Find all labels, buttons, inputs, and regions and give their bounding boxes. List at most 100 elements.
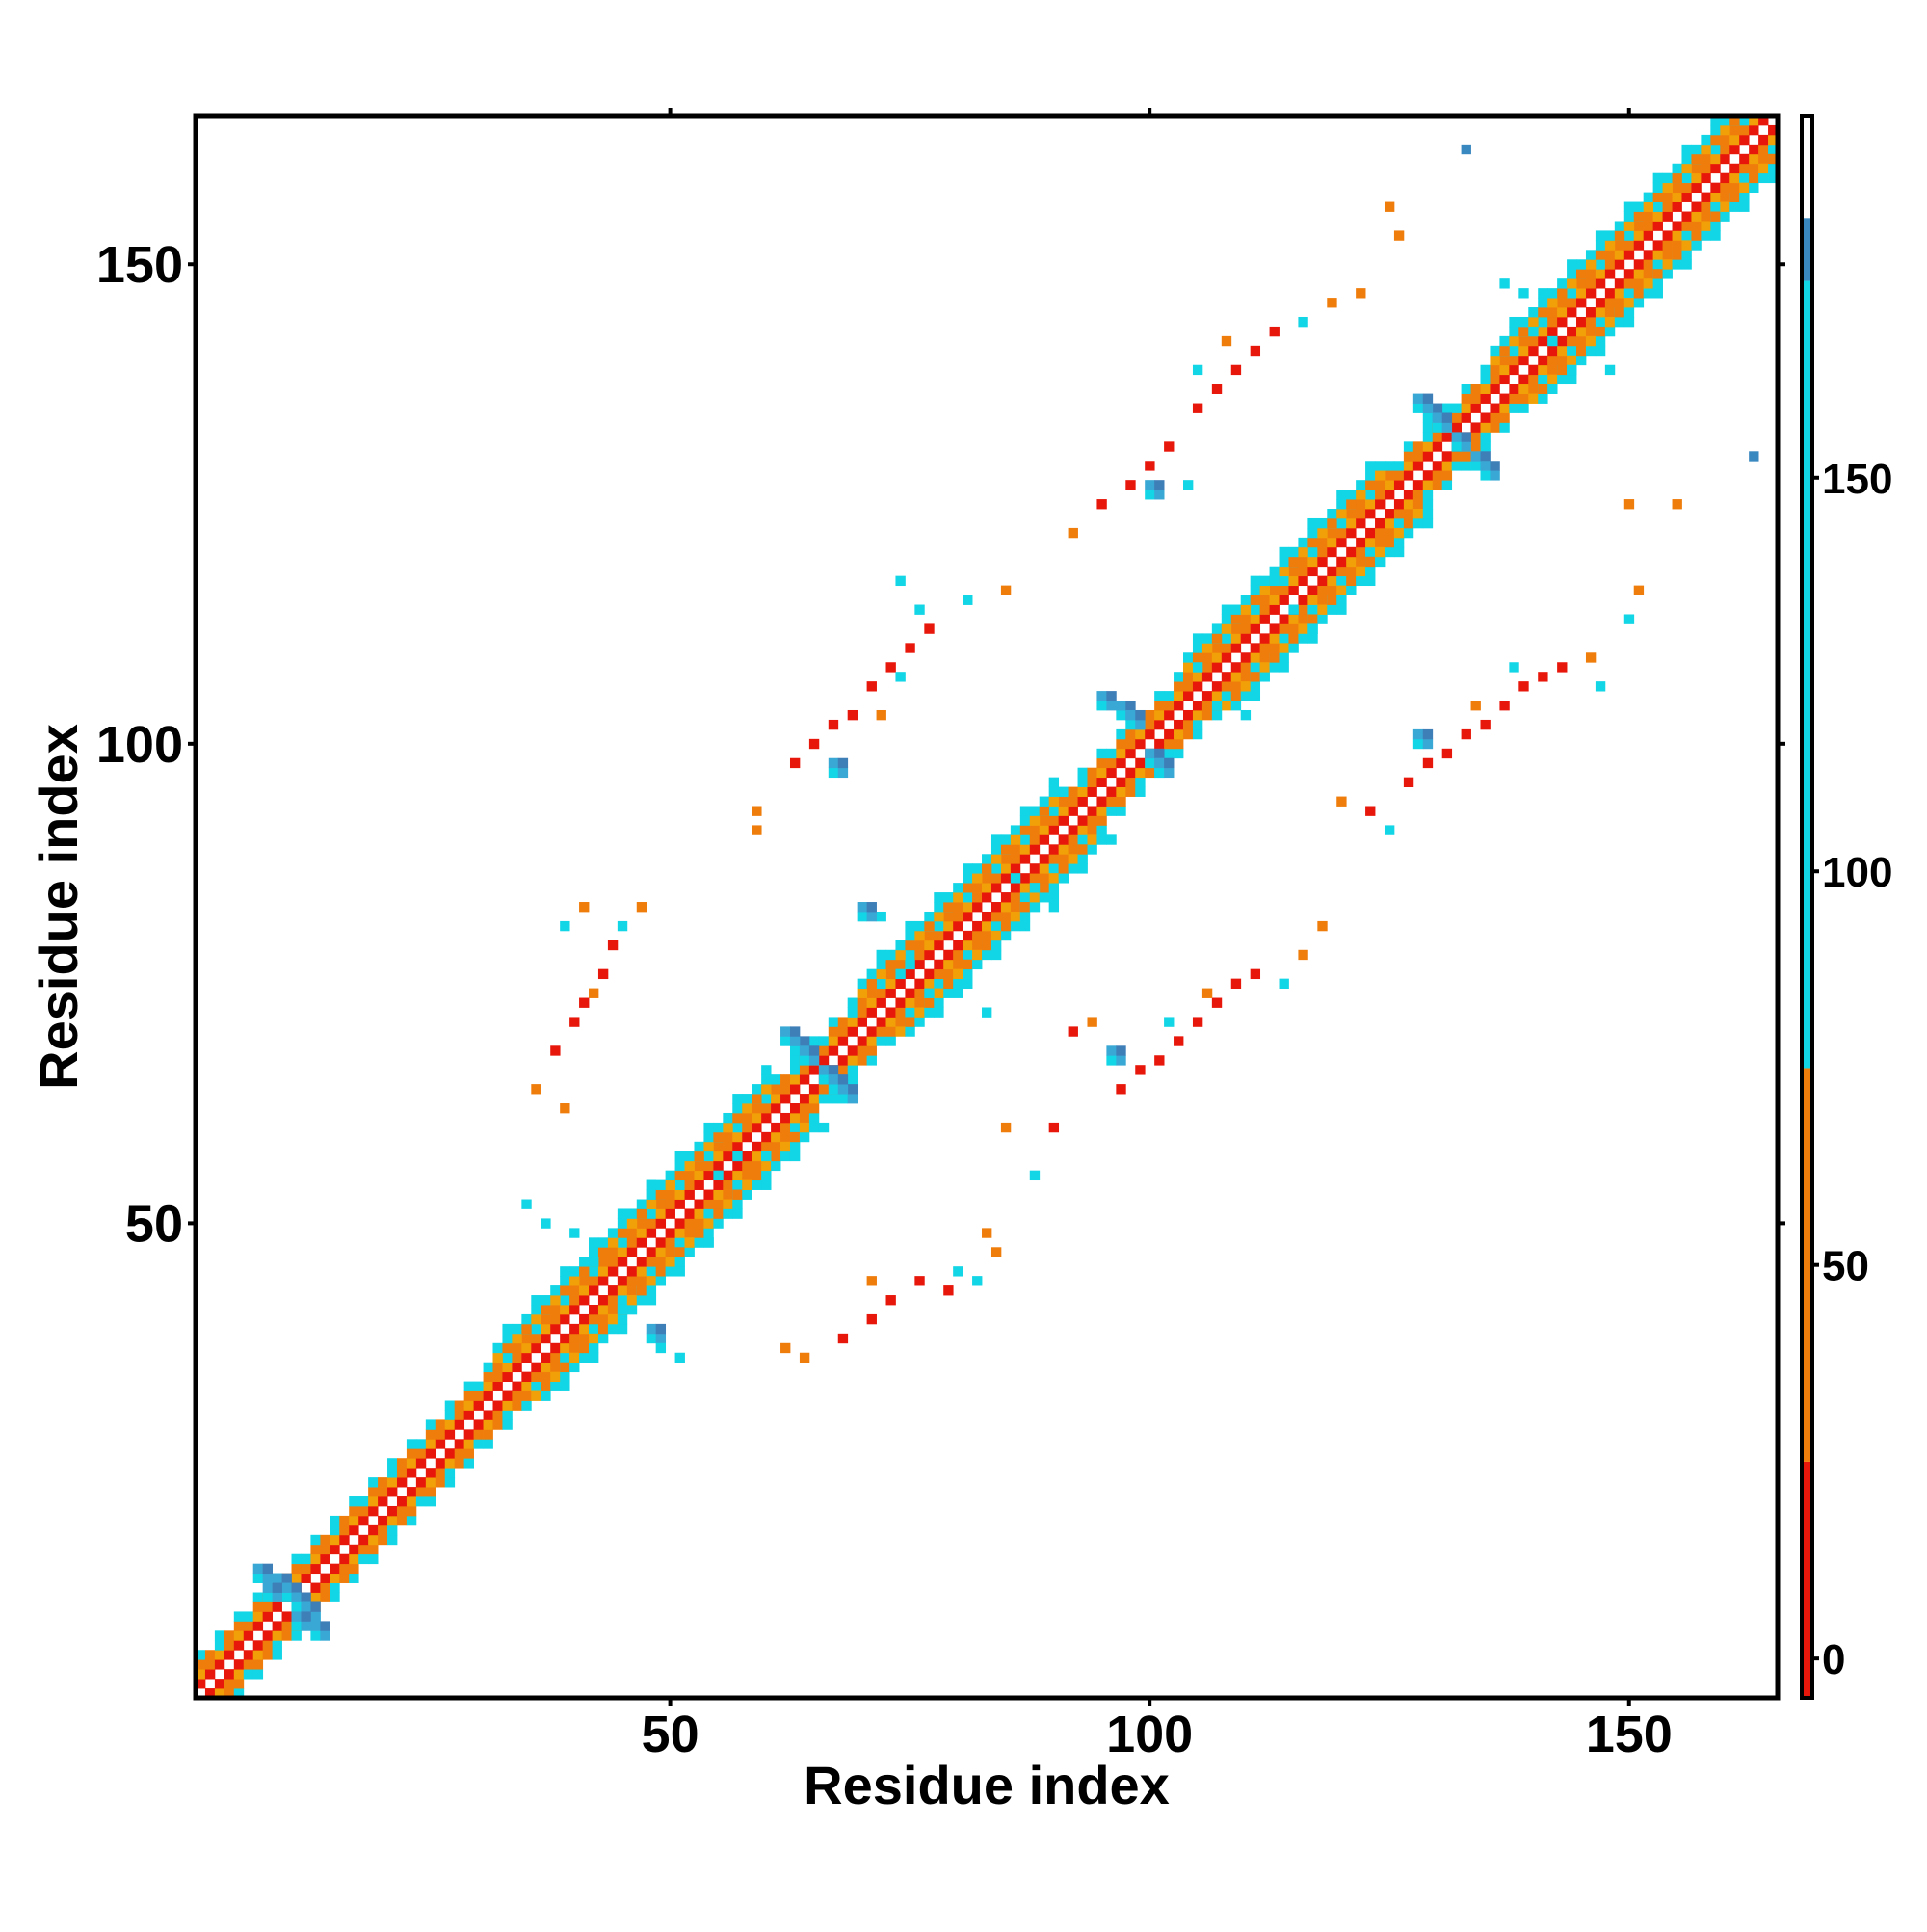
heatmap-cell xyxy=(1048,806,1060,816)
heatmap-cell xyxy=(1509,662,1519,673)
heatmap-cell xyxy=(1499,412,1510,423)
heatmap-cell xyxy=(914,920,925,932)
heatmap-cell xyxy=(1029,892,1041,903)
heatmap-cell xyxy=(196,1679,206,1689)
heatmap-cell xyxy=(1518,681,1529,692)
heatmap-cell xyxy=(1412,728,1424,740)
heatmap-cell xyxy=(415,1448,427,1459)
heatmap-cell xyxy=(214,1650,225,1660)
heatmap-cell xyxy=(262,1611,274,1622)
heatmap-cell xyxy=(1623,307,1635,318)
heatmap-cell xyxy=(924,930,935,941)
heatmap-cell xyxy=(982,930,992,941)
heatmap-cell xyxy=(1595,681,1606,692)
heatmap-cell xyxy=(1461,441,1471,452)
heatmap-cell xyxy=(655,1342,667,1354)
heatmap-cell xyxy=(1010,873,1021,884)
heatmap-cell xyxy=(531,1323,541,1335)
heatmap-cell xyxy=(1087,777,1097,787)
heatmap-cell xyxy=(1259,585,1270,595)
heatmap-cell xyxy=(1720,172,1730,184)
heatmap-cell xyxy=(1384,517,1395,529)
heatmap-cell xyxy=(1470,384,1481,394)
heatmap-cell xyxy=(1327,527,1337,539)
heatmap-cell xyxy=(924,1007,935,1018)
heatmap-cell xyxy=(1201,709,1213,721)
heatmap-cell xyxy=(799,1065,810,1075)
heatmap-cell xyxy=(1623,221,1635,231)
heatmap-cell xyxy=(655,1276,667,1286)
heatmap-cell xyxy=(1135,719,1146,730)
heatmap-cell xyxy=(990,902,1002,913)
heatmap-cell xyxy=(1422,470,1434,481)
heatmap-cell xyxy=(1451,451,1462,462)
heatmap-cell xyxy=(934,930,944,941)
heatmap-cell xyxy=(252,1621,264,1631)
heatmap-cell xyxy=(1221,681,1232,692)
heatmap-cell xyxy=(252,1640,264,1651)
heatmap-cell xyxy=(1720,201,1730,212)
heatmap-cell xyxy=(330,1573,340,1583)
heatmap-cell xyxy=(1019,902,1031,913)
heatmap-cell xyxy=(1681,221,1692,231)
heatmap-cell xyxy=(808,1055,820,1066)
heatmap-cell xyxy=(550,1381,561,1391)
heatmap-cell xyxy=(799,1055,810,1066)
heatmap-cell xyxy=(607,1295,619,1306)
heatmap-cell xyxy=(1250,604,1261,615)
heatmap-cell xyxy=(1672,499,1682,510)
heatmap-cell xyxy=(262,1650,274,1660)
heatmap-cell xyxy=(780,1112,791,1124)
heatmap-cell xyxy=(990,844,1002,855)
heatmap-cell xyxy=(502,1333,513,1344)
heatmap-cell xyxy=(1307,633,1318,644)
heatmap-cell xyxy=(1317,575,1328,587)
heatmap-cell xyxy=(617,1257,628,1267)
heatmap-cell xyxy=(473,1429,484,1440)
x-axis-label: Residue index xyxy=(804,1755,1170,1815)
heatmap-cell xyxy=(1691,182,1702,194)
heatmap-cell xyxy=(990,930,1002,941)
heatmap-cell xyxy=(320,1621,330,1631)
heatmap-cell xyxy=(1327,537,1337,548)
heatmap-cell xyxy=(1451,441,1462,452)
heatmap-cell xyxy=(1365,546,1376,558)
heatmap-cell xyxy=(665,1228,675,1238)
heatmap-cell xyxy=(857,1007,867,1018)
heatmap-cell xyxy=(1528,316,1539,328)
heatmap-cell xyxy=(541,1381,551,1391)
heatmap-cell xyxy=(1633,278,1645,289)
heatmap-cell xyxy=(415,1487,427,1497)
heatmap-cell xyxy=(589,1304,599,1315)
heatmap-cell xyxy=(378,1515,388,1526)
heatmap-cell xyxy=(1470,432,1481,442)
heatmap-cell xyxy=(589,1247,599,1257)
heatmap-cell xyxy=(982,920,992,932)
heatmap-cell xyxy=(550,1295,561,1306)
heatmap-cell xyxy=(1758,153,1769,165)
heatmap-cell xyxy=(589,1342,599,1354)
heatmap-cell xyxy=(1375,527,1386,539)
heatmap-cell xyxy=(1259,672,1270,682)
heatmap-cell xyxy=(1240,595,1252,605)
heatmap-cell xyxy=(512,1390,522,1401)
heatmap-cell xyxy=(742,1131,752,1143)
heatmap-cell xyxy=(1643,288,1654,299)
heatmap-cell xyxy=(1672,221,1682,231)
heatmap-cell xyxy=(425,1429,436,1440)
heatmap-cell xyxy=(713,1160,724,1172)
heatmap-cell xyxy=(703,1228,714,1238)
heatmap-cell xyxy=(617,1313,628,1325)
heatmap-cell xyxy=(1499,422,1510,433)
heatmap-cell xyxy=(742,1189,752,1200)
heatmap-cell xyxy=(1317,517,1328,529)
heatmap-cell xyxy=(589,1323,599,1335)
heatmap-cell xyxy=(310,1534,321,1546)
heatmap-cell xyxy=(1039,892,1050,903)
heatmap-cell xyxy=(1298,575,1308,587)
heatmap-cell xyxy=(1701,192,1711,202)
heatmap-cell xyxy=(224,1650,235,1660)
heatmap-cell xyxy=(1538,335,1548,347)
heatmap-cell xyxy=(990,873,1002,884)
heatmap-cell xyxy=(1710,211,1721,222)
